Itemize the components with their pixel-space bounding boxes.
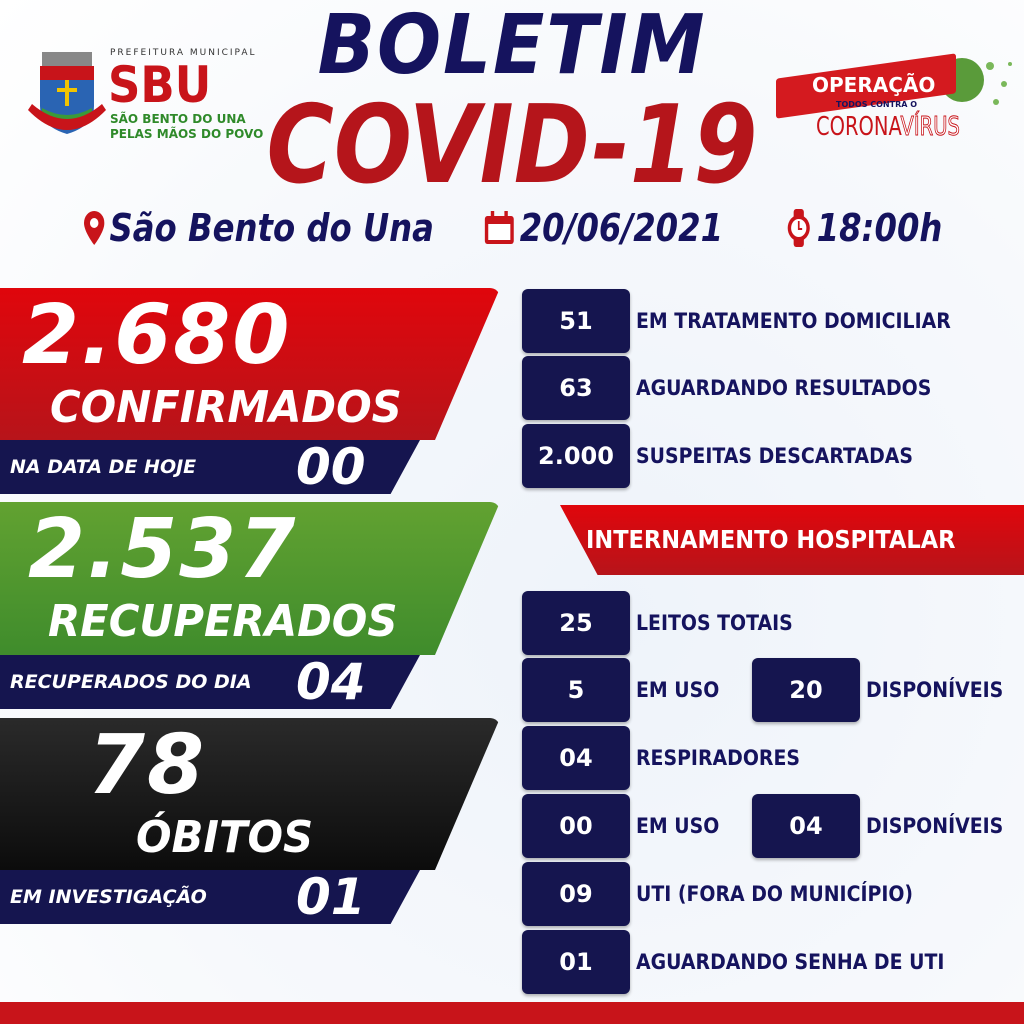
confirmed-today-label: NA DATA DE HOJE [10,456,197,478]
location-info: São Bento do Una [84,206,434,250]
time-info: 18:00h [786,206,942,250]
badge-todos: TODOS CONTRA O [836,100,918,109]
respirators-label: RESPIRADORES [636,746,800,770]
deaths-label: ÓBITOS [136,812,314,863]
recovered-day-label: RECUPERADOS DO DIA [10,671,252,693]
recovered-value: 2.537 [28,502,298,597]
date-info: 20/06/2021 [484,206,723,250]
beds-total-label: LEITOS TOTAIS [636,611,793,635]
time-text: 18:00h [816,206,943,250]
deaths-investigation-value: 01 [296,868,366,926]
respirators-in-use-label: EM USO [636,814,720,838]
beds-in-use-value: 5 [522,658,630,722]
confirmed-today-bar: NA DATA DE HOJE 00 [0,440,420,494]
home-treatment-value: 51 [522,289,630,353]
bottom-strip [0,1002,1024,1024]
logo-city: SÃO BENTO DO UNA [110,112,246,126]
badge-operacao: OPERAÇÃO [812,73,936,97]
deaths-panel: 78 ÓBITOS [0,718,500,870]
discarded-label: SUSPEITAS DESCARTADAS [636,444,914,468]
confirmed-label: CONFIRMADOS [50,382,402,433]
recovered-panel: 2.537 RECUPERADOS [0,502,500,655]
hospital-title: INTERNAMENTO HOSPITALAR [586,525,956,554]
uti-waiting-label: AGUARDANDO SENHA DE UTI [636,950,945,974]
logo-sbu: SBU [108,56,212,114]
title-boletim: BOLETIM [317,0,707,93]
uti-label: UTI (FORA DO MUNICÍPIO) [636,882,914,906]
coat-of-arms-icon [28,52,106,134]
deaths-value: 78 [88,718,207,813]
municipal-logo: PREFEITURA MUNICIPAL SBU SÃO BENTO DO UN… [28,48,263,142]
recovered-day-bar: RECUPERADOS DO DIA 04 [0,655,420,709]
discarded-value: 2.000 [522,424,630,488]
beds-total-value: 25 [522,591,630,655]
deaths-investigation-bar: EM INVESTIGAÇÃO 01 [0,870,420,924]
clock-icon [787,209,810,247]
confirmed-panel: 2.680 CONFIRMADOS [0,288,500,440]
recovered-day-value: 04 [296,653,366,711]
respirators-available-label: DISPONÍVEIS [866,814,1004,838]
home-treatment-label: EM TRATAMENTO DOMICILIAR [636,309,951,333]
title-covid: COVID-19 [266,83,758,208]
confirmed-value: 2.680 [22,288,292,383]
respirators-in-use-value: 00 [522,794,630,858]
uti-value: 09 [522,862,630,926]
calendar-icon [484,211,514,244]
awaiting-results-value: 63 [522,356,630,420]
map-pin-icon [84,211,105,245]
beds-in-use-label: EM USO [636,678,720,702]
date-text: 20/06/2021 [519,206,724,250]
logo-slogan: PELAS MÃOS DO POVO [110,127,264,141]
logo-prefeitura: PREFEITURA MUNICIPAL [110,48,257,58]
respirators-value: 04 [522,726,630,790]
recovered-label: RECUPERADOS [48,596,398,647]
respirators-available-value: 04 [752,794,860,858]
confirmed-today-value: 00 [296,438,366,496]
awaiting-results-label: AGUARDANDO RESULTADOS [636,376,932,400]
operation-badge: OPERAÇÃO TODOS CONTRA O CORONAVÍRUS [776,44,1016,154]
uti-waiting-value: 01 [522,930,630,994]
badge-corona: CORONA [816,112,901,142]
hospital-banner: INTERNAMENTO HOSPITALAR [560,505,1024,575]
location-text: São Bento do Una [109,206,434,250]
beds-available-value: 20 [752,658,860,722]
deaths-investigation-label: EM INVESTIGAÇÃO [10,886,207,908]
beds-available-label: DISPONÍVEIS [866,678,1004,702]
badge-virus: VÍRUS [900,112,960,143]
